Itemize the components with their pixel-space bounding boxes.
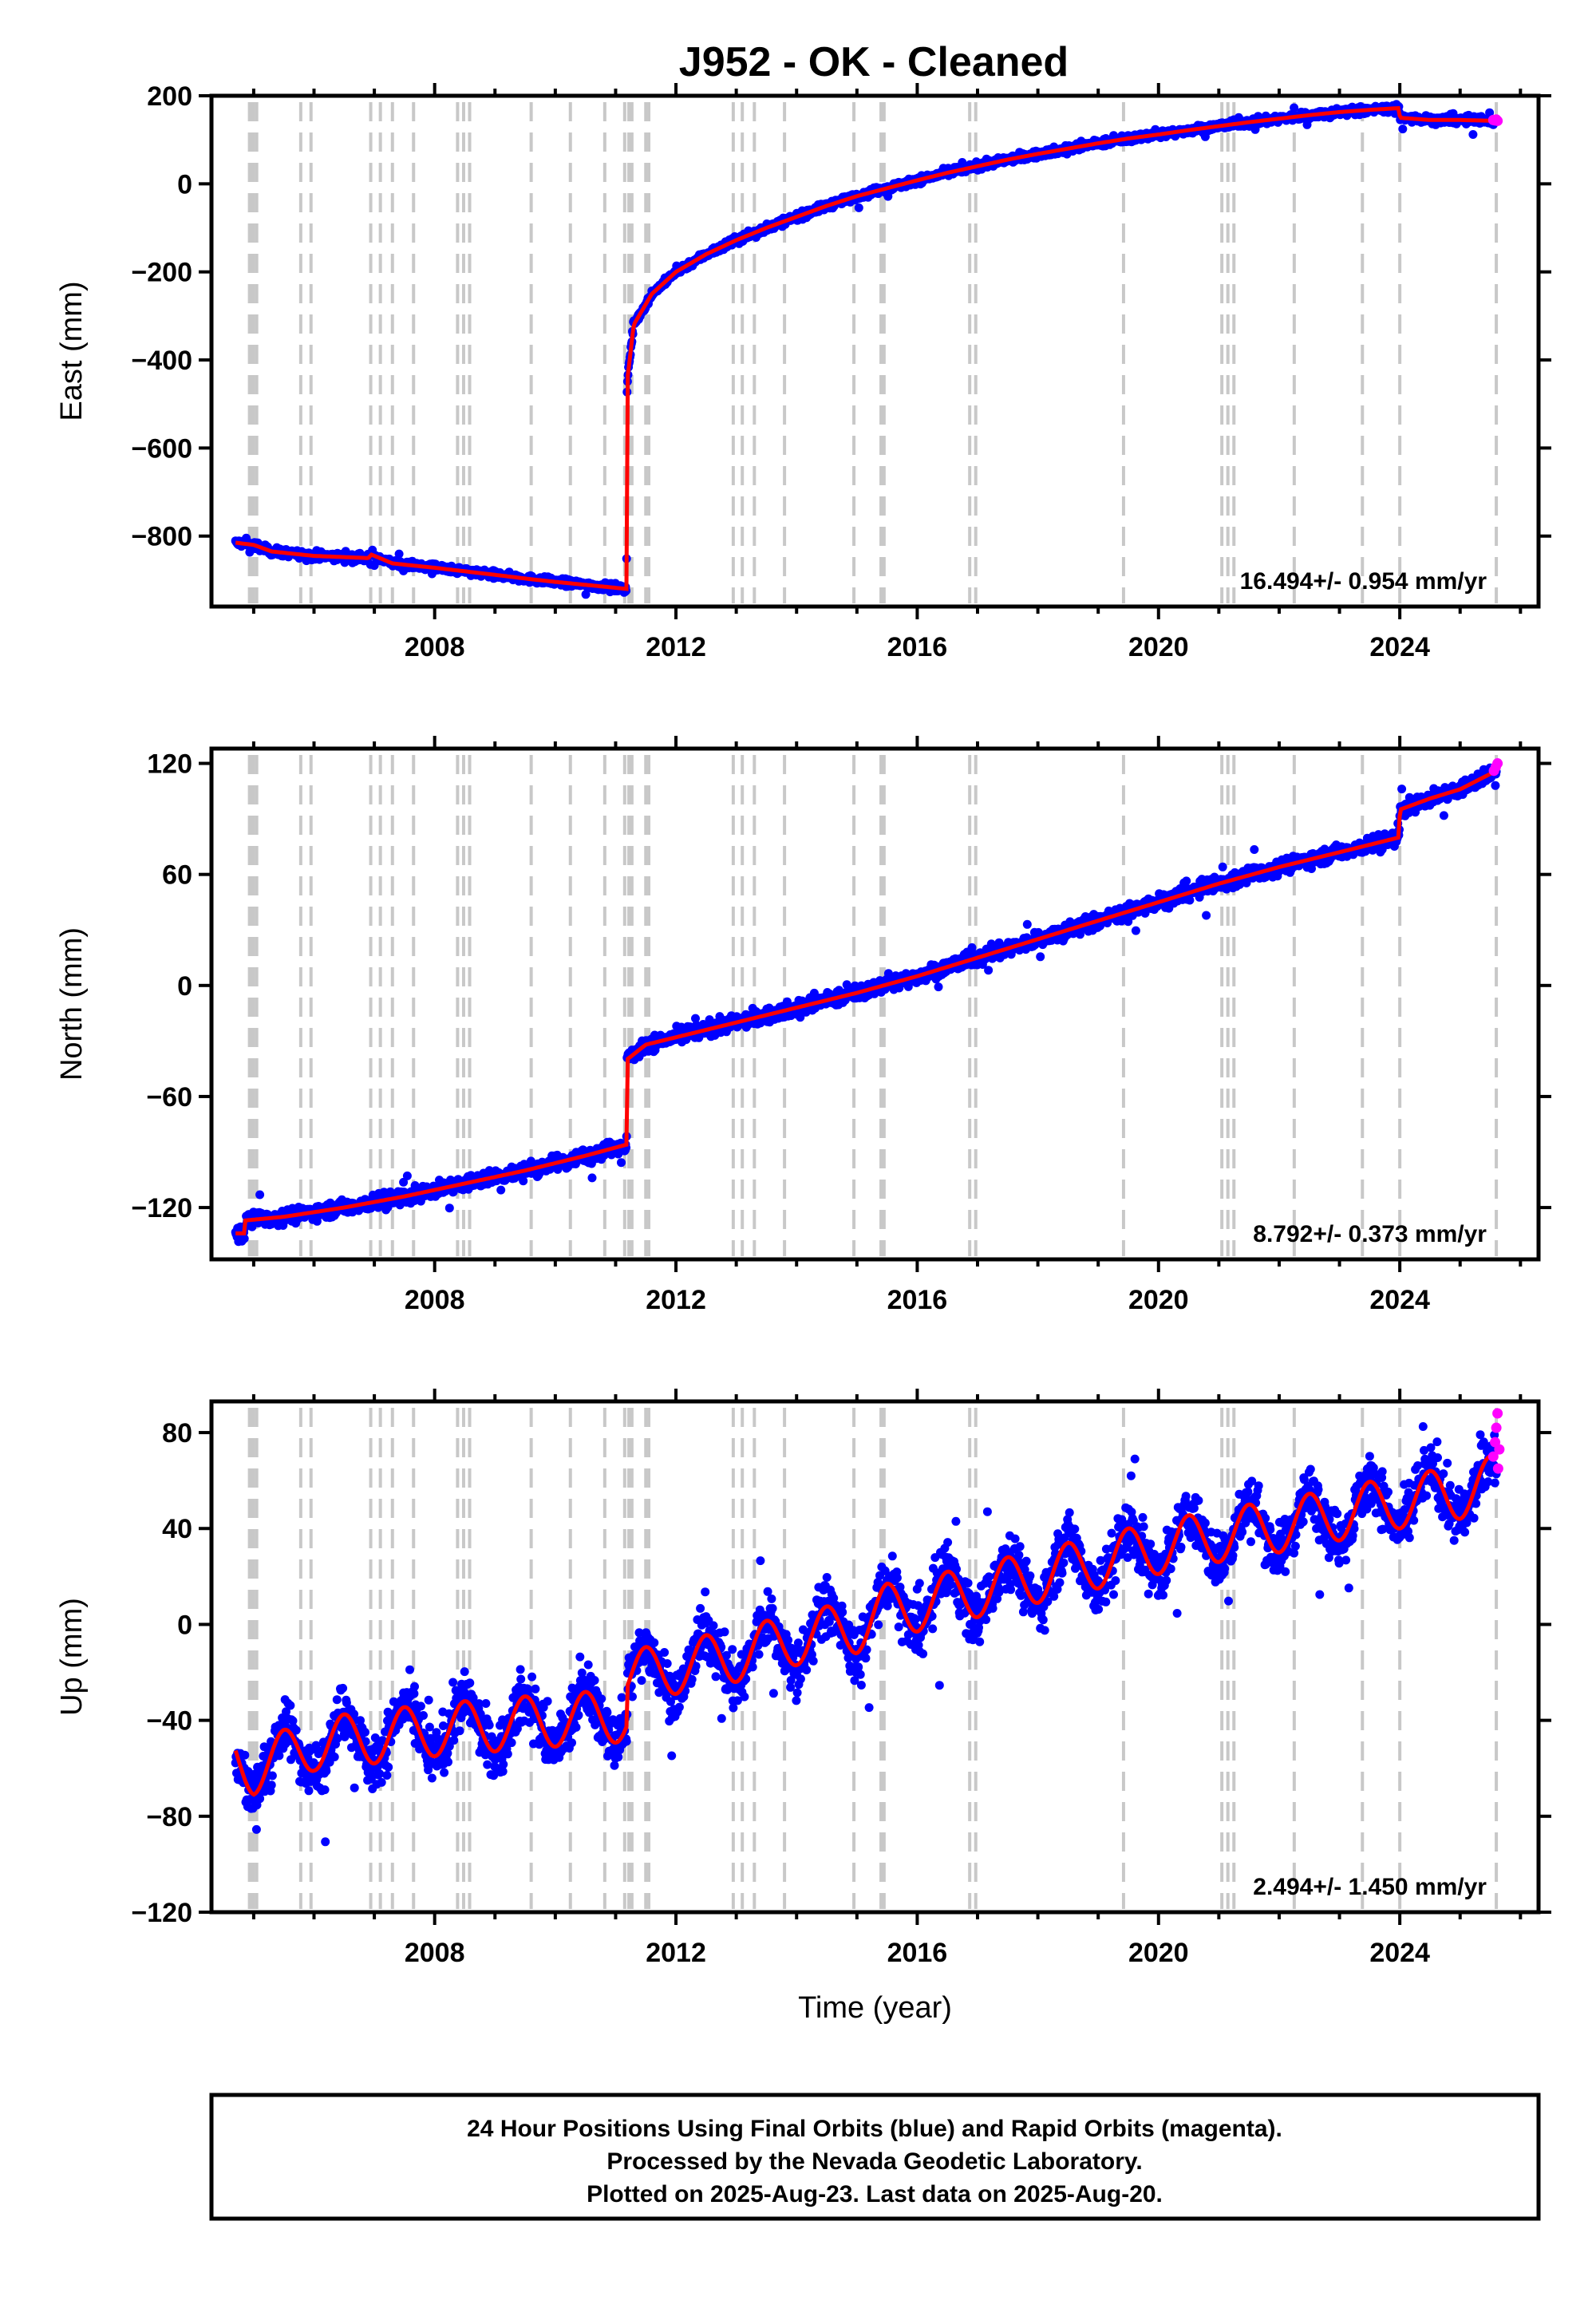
y-tick-label: 200 xyxy=(147,81,192,112)
final-point xyxy=(934,982,943,992)
rate-annotation: 16.494+/- 0.954 mm/yr xyxy=(1240,568,1487,595)
final-point xyxy=(444,1203,454,1213)
event-lines xyxy=(247,102,1499,603)
final-orbit-points xyxy=(231,763,1501,1247)
final-point xyxy=(1485,108,1495,117)
y-axis-label: East (mm) xyxy=(55,281,89,421)
final-point xyxy=(1250,845,1259,854)
final-point xyxy=(581,590,591,599)
final-point xyxy=(496,1185,506,1195)
final-point xyxy=(239,1234,249,1243)
final-point xyxy=(1290,103,1299,113)
east-panel: 200 0 −200 −400 −600 −800 2008 2012 2016 2020 2024… xyxy=(55,81,1551,662)
x-tick-label: 2012 xyxy=(646,632,706,662)
final-point xyxy=(587,1173,597,1183)
final-point xyxy=(984,966,994,975)
x-tick-label: 2020 xyxy=(1128,632,1189,662)
x-tick-label: 2016 xyxy=(887,632,948,662)
y-tick-label: −800 xyxy=(131,522,192,552)
final-point xyxy=(691,1014,700,1023)
final-point xyxy=(1307,864,1316,873)
y-tick-label: −400 xyxy=(131,346,192,376)
plot-frame xyxy=(209,93,1541,609)
final-point xyxy=(1218,862,1227,871)
final-point xyxy=(796,1013,805,1022)
model-line xyxy=(235,105,1497,591)
final-point xyxy=(967,943,977,952)
x-tick-label: 2024 xyxy=(1369,632,1430,662)
figure-title: J952 - OK - Cleaned xyxy=(679,39,1069,85)
final-point xyxy=(1398,124,1408,134)
final-point xyxy=(519,1176,528,1186)
x-tick-label: 2008 xyxy=(405,632,465,662)
rapid-orbit-points xyxy=(1487,114,1503,126)
final-point xyxy=(394,549,404,559)
final-point xyxy=(1022,919,1032,929)
final-point xyxy=(1036,952,1045,962)
y-tick-label: −600 xyxy=(131,433,192,464)
final-point xyxy=(1182,876,1191,886)
final-point xyxy=(255,1190,265,1199)
y-tick-label: −200 xyxy=(131,258,192,288)
final-point xyxy=(854,203,863,212)
final-point xyxy=(1202,911,1211,920)
rapid-point xyxy=(1492,115,1503,126)
final-point xyxy=(1468,130,1478,139)
y-tick-label: 0 xyxy=(177,169,192,200)
final-point xyxy=(1131,926,1140,935)
final-point xyxy=(617,1158,626,1168)
final-point xyxy=(402,1171,412,1180)
final-point xyxy=(399,1177,409,1187)
final-orbit-points xyxy=(231,100,1501,599)
